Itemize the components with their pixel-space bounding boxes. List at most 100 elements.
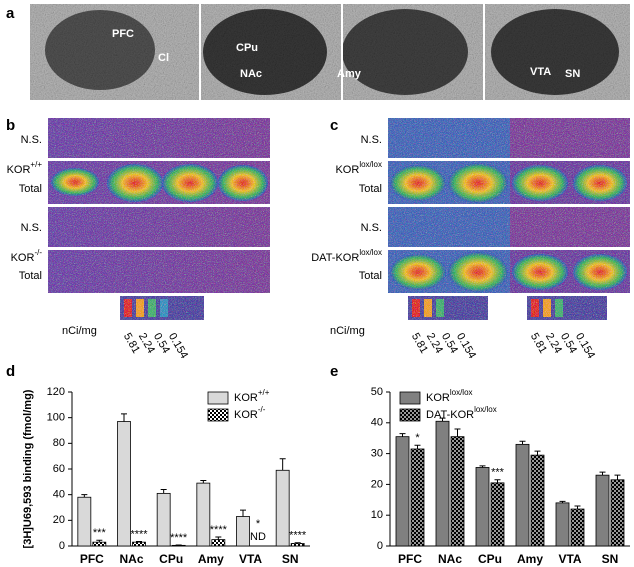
error-bar — [160, 489, 167, 494]
error-bar — [399, 433, 406, 437]
row-label: N.S. — [361, 222, 382, 234]
legend-swatch — [399, 408, 421, 422]
bar — [595, 474, 610, 547]
significance: *** — [93, 527, 107, 539]
row-label-base: KOR — [335, 164, 359, 176]
row-label-sup: lox/lox — [359, 160, 382, 169]
bar — [395, 436, 410, 547]
row-label: N.S. — [21, 222, 42, 234]
legend-label-sup: -/- — [258, 405, 266, 414]
bar — [77, 496, 92, 547]
x-tick-label: NAc — [438, 552, 462, 566]
legend-label: KOR+/+ — [234, 388, 270, 404]
row-label-sup: lox/lox — [359, 248, 382, 257]
region-label: SN — [565, 68, 580, 80]
scale-unit: nCi/mg — [330, 325, 365, 337]
bar — [490, 482, 505, 547]
error-bar — [479, 465, 486, 468]
error-bar — [121, 413, 127, 422]
region-label: CPu — [236, 42, 258, 54]
legend-label-base: KOR — [426, 392, 450, 404]
panel-label: a — [6, 5, 15, 22]
error-bar — [599, 471, 606, 476]
autoradiograph-strip — [30, 4, 630, 100]
row-label-base: KOR — [11, 252, 35, 264]
y-tick-label: 0 — [377, 540, 383, 552]
x-tick-label: VTA — [558, 552, 581, 566]
error-bar — [294, 542, 301, 544]
error-bar — [240, 509, 246, 517]
legend-label: KORlox/lox — [426, 388, 473, 404]
row-label: KOR-/- — [11, 248, 43, 264]
bar — [236, 516, 250, 547]
legend-swatch — [207, 408, 229, 422]
panel-label: b — [6, 117, 15, 134]
x-tick-label: NAc — [119, 552, 143, 566]
error-bar — [439, 417, 446, 422]
bar — [290, 543, 305, 547]
y-tick-label: 40 — [371, 417, 383, 429]
region-label: Cl — [158, 52, 169, 64]
bar — [132, 541, 146, 547]
row-label: DAT-KORlox/lox — [311, 248, 382, 264]
x-tick-label: SN — [602, 552, 619, 566]
significance: **** — [170, 532, 188, 544]
x-tick-label: CPu — [159, 552, 183, 566]
row-label-sup: -/- — [34, 248, 42, 257]
y-tick-label: 60 — [53, 463, 65, 475]
error-bar — [81, 494, 88, 498]
row-label: KORlox/lox — [335, 160, 382, 176]
error-bar — [96, 539, 103, 543]
row-label: Total — [19, 183, 42, 195]
error-bar — [494, 479, 501, 483]
row-label: KOR+/+ — [7, 160, 43, 176]
legend-swatch — [207, 391, 229, 405]
bar — [156, 492, 171, 547]
y-tick-label: 100 — [47, 412, 65, 424]
x-tick-label: PFC — [398, 552, 422, 566]
panel-label: e — [330, 363, 338, 380]
bar — [211, 539, 226, 547]
y-tick-label: 10 — [371, 509, 383, 521]
bar — [117, 421, 131, 547]
row-label: N.S. — [361, 134, 382, 146]
legend-label: KOR-/- — [234, 405, 266, 421]
row-label-sup: +/+ — [30, 160, 42, 169]
legend-label-sup: lox/lox — [474, 405, 497, 414]
row-label: Total — [19, 270, 42, 282]
bar — [530, 454, 545, 547]
legend-label-sup: +/+ — [258, 388, 270, 397]
bar — [475, 467, 490, 547]
error-bar — [136, 541, 142, 543]
value-label: ND — [250, 531, 266, 543]
bar — [610, 479, 625, 547]
row-label-base: KOR — [7, 164, 31, 176]
bar — [435, 420, 450, 547]
error-bar — [215, 536, 222, 540]
bar — [450, 436, 465, 547]
bar — [570, 508, 585, 547]
scale-unit: nCi/mg — [62, 325, 97, 337]
y-axis-label: [3H]U69,593 binding (fmol/mg) — [22, 389, 34, 548]
bar — [92, 541, 107, 547]
panel-label: d — [6, 363, 15, 380]
region-label: Amy — [337, 68, 362, 80]
error-bar — [519, 440, 526, 445]
row-label-base: DAT-KOR — [311, 252, 359, 264]
panel-c-images — [388, 118, 630, 320]
legend-label-base: KOR — [234, 392, 258, 404]
region-label: PFC — [112, 28, 134, 40]
bar — [275, 469, 290, 547]
x-tick-label: PFC — [80, 552, 104, 566]
x-tick-label: CPu — [478, 552, 502, 566]
y-tick-label: 0 — [59, 540, 65, 552]
panel-label: c — [330, 117, 338, 134]
significance: * — [415, 432, 420, 444]
row-label: Total — [359, 183, 382, 195]
x-tick-label: VTA — [239, 552, 262, 566]
panel-b-images — [48, 118, 270, 320]
significance: **** — [130, 528, 148, 540]
significance: **** — [210, 524, 228, 536]
legend-label-sup: lox/lox — [450, 388, 473, 397]
